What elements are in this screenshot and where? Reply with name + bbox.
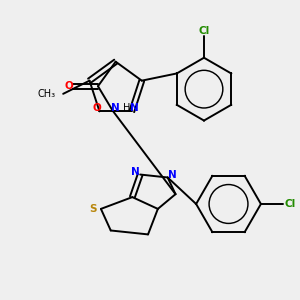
Text: Cl: Cl <box>285 199 296 209</box>
Text: N: N <box>168 169 177 179</box>
Text: O: O <box>64 81 73 91</box>
Text: N: N <box>111 103 120 113</box>
Text: CH₃: CH₃ <box>37 89 55 99</box>
Text: H: H <box>123 103 130 113</box>
Text: S: S <box>89 204 97 214</box>
Text: Cl: Cl <box>198 26 210 36</box>
Text: O: O <box>92 103 101 113</box>
Text: N: N <box>131 167 140 177</box>
Text: N: N <box>130 103 139 113</box>
